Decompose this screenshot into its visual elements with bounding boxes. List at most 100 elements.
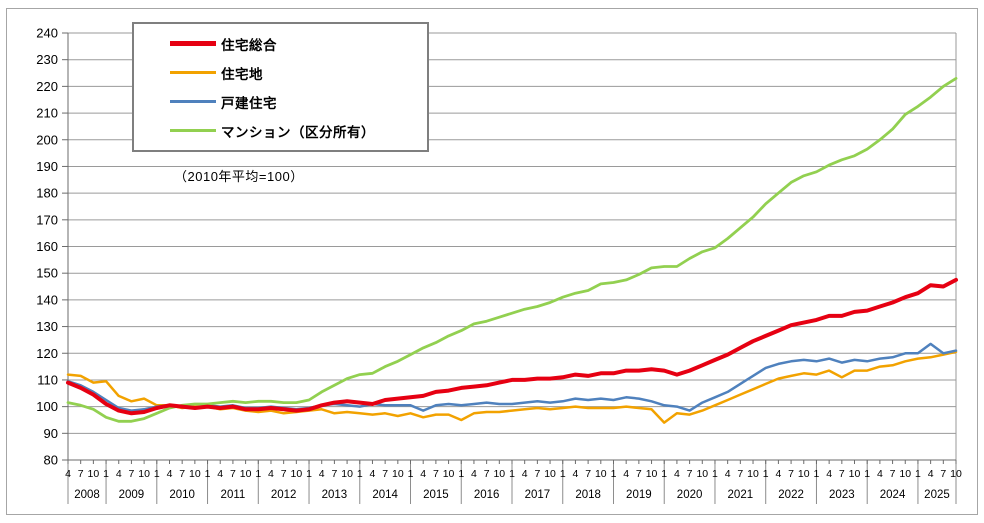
x-axis-month-label: 1 bbox=[458, 468, 464, 480]
x-axis-month-label: 7 bbox=[433, 468, 439, 480]
x-axis-month-label: 10 bbox=[950, 468, 962, 480]
x-axis-year-label: 2018 bbox=[575, 489, 601, 501]
x-axis-month-label: 7 bbox=[281, 468, 287, 480]
legend-item-detached-house: 戸建住宅 bbox=[170, 92, 423, 112]
x-axis-year-label: 2021 bbox=[728, 489, 754, 501]
chart-legend: 住宅総合 住宅地 戸建住宅 マンション（区分所有） bbox=[132, 22, 429, 152]
x-axis-month-label: 10 bbox=[899, 468, 911, 480]
y-axis-tick-label: 190 bbox=[36, 159, 58, 174]
y-axis-tick-label: 180 bbox=[36, 186, 58, 201]
x-axis-month-label: 1 bbox=[560, 468, 566, 480]
x-axis-year-label: 2017 bbox=[525, 489, 551, 501]
x-axis-month-label: 1 bbox=[357, 468, 363, 480]
x-axis-month-label: 4 bbox=[268, 468, 274, 480]
x-axis-month-label: 4 bbox=[217, 468, 223, 480]
x-axis-month-label: 1 bbox=[255, 468, 261, 480]
x-axis-year-label: 2025 bbox=[924, 489, 950, 501]
x-axis-year-label: 2014 bbox=[372, 489, 398, 501]
legend-item-housing-total: 住宅総合 bbox=[170, 34, 423, 54]
x-axis-month-label: 1 bbox=[205, 468, 211, 480]
x-axis-month-label: 7 bbox=[179, 468, 185, 480]
x-axis-month-label: 7 bbox=[129, 468, 135, 480]
y-axis-tick-label: 110 bbox=[37, 372, 58, 387]
x-axis-month-label: 4 bbox=[573, 468, 579, 480]
y-axis-tick-label: 90 bbox=[44, 426, 58, 441]
series-line-detached-house bbox=[66, 342, 958, 412]
y-axis-tick-label: 200 bbox=[36, 132, 58, 147]
x-axis-month-label: 4 bbox=[725, 468, 731, 480]
x-axis-month-label: 1 bbox=[611, 468, 617, 480]
x-axis-month-label: 4 bbox=[471, 468, 477, 480]
x-axis-month-label: 10 bbox=[646, 468, 658, 480]
x-axis-month-label: 4 bbox=[319, 468, 325, 480]
x-axis-month-label: 7 bbox=[484, 468, 490, 480]
legend-label-housing-total: 住宅総合 bbox=[221, 37, 277, 53]
legend-swatch-condominium bbox=[170, 129, 216, 132]
x-axis-month-label: 7 bbox=[737, 468, 743, 480]
x-axis-month-label: 4 bbox=[928, 468, 934, 480]
x-axis-year-label: 2022 bbox=[778, 489, 804, 501]
x-axis-year-label: 2008 bbox=[74, 489, 100, 501]
x-axis-month-label: 1 bbox=[408, 468, 414, 480]
x-axis-month-label: 10 bbox=[747, 468, 759, 480]
series-line-condominium bbox=[66, 77, 958, 423]
x-axis-month-label: 7 bbox=[585, 468, 591, 480]
x-axis-month-label: 10 bbox=[595, 468, 607, 480]
x-axis-month-label: 4 bbox=[877, 468, 883, 480]
x-axis-month-label: 4 bbox=[826, 468, 832, 480]
x-axis-month-label: 10 bbox=[443, 468, 455, 480]
x-axis-year-label: 2013 bbox=[322, 489, 348, 501]
x-axis-month-label: 1 bbox=[814, 468, 820, 480]
x-axis-month-label: 4 bbox=[116, 468, 122, 480]
y-axis-tick-label: 240 bbox=[36, 26, 58, 41]
y-axis-tick-label: 140 bbox=[36, 292, 58, 307]
x-axis-month-label: 7 bbox=[940, 468, 946, 480]
x-axis-month-label: 7 bbox=[382, 468, 388, 480]
x-axis-month-label: 1 bbox=[915, 468, 921, 480]
y-axis-tick-label: 120 bbox=[36, 346, 58, 361]
legend-swatch-detached-house bbox=[170, 100, 216, 103]
x-axis-year-label: 2012 bbox=[271, 489, 297, 501]
x-axis-month-label: 4 bbox=[370, 468, 376, 480]
y-axis-tick-label: 210 bbox=[36, 106, 58, 121]
x-axis-month-label: 4 bbox=[674, 468, 680, 480]
x-axis-month-label: 7 bbox=[331, 468, 337, 480]
legend-label-detached-house: 戸建住宅 bbox=[221, 95, 277, 111]
x-axis-month-label: 10 bbox=[189, 468, 201, 480]
x-axis-month-label: 7 bbox=[687, 468, 693, 480]
legend-swatch-residential-land bbox=[170, 71, 216, 74]
x-axis-month-label: 1 bbox=[103, 468, 109, 480]
x-axis-month-label: 10 bbox=[88, 468, 100, 480]
series-line-residential-land bbox=[66, 350, 958, 424]
x-axis-month-label: 7 bbox=[534, 468, 540, 480]
x-axis-month-label: 10 bbox=[696, 468, 708, 480]
x-axis-month-label: 4 bbox=[775, 468, 781, 480]
legend-label-residential-land: 住宅地 bbox=[221, 66, 263, 82]
x-axis-month-label: 1 bbox=[763, 468, 769, 480]
series-line-housing-total bbox=[66, 277, 958, 416]
x-axis-month-label: 4 bbox=[167, 468, 173, 480]
base-year-note: （2010年平均=100） bbox=[174, 169, 304, 184]
x-axis-year-label: 2015 bbox=[423, 489, 449, 501]
y-axis-tick-label: 100 bbox=[36, 399, 58, 414]
y-axis-tick-label: 160 bbox=[36, 239, 58, 254]
y-axis-tick-label: 230 bbox=[36, 52, 58, 67]
x-axis-year-label: 2010 bbox=[169, 489, 195, 501]
y-axis-tick-label: 170 bbox=[36, 212, 58, 227]
x-axis-month-label: 10 bbox=[240, 468, 252, 480]
x-axis-month-label: 1 bbox=[661, 468, 667, 480]
x-axis-month-label: 10 bbox=[392, 468, 404, 480]
y-axis-tick-label: 130 bbox=[36, 319, 58, 334]
x-axis-month-label: 4 bbox=[65, 468, 71, 480]
x-axis-month-label: 7 bbox=[636, 468, 642, 480]
x-axis-month-label: 1 bbox=[154, 468, 160, 480]
x-axis-month-label: 4 bbox=[623, 468, 629, 480]
x-axis-month-label: 10 bbox=[493, 468, 505, 480]
legend-item-condominium: マンション（区分所有） bbox=[170, 121, 423, 141]
x-axis-year-label: 2024 bbox=[880, 489, 906, 501]
x-axis-year-label: 2009 bbox=[119, 489, 145, 501]
x-axis-month-label: 10 bbox=[341, 468, 353, 480]
x-axis-year-label: 2011 bbox=[221, 489, 246, 501]
